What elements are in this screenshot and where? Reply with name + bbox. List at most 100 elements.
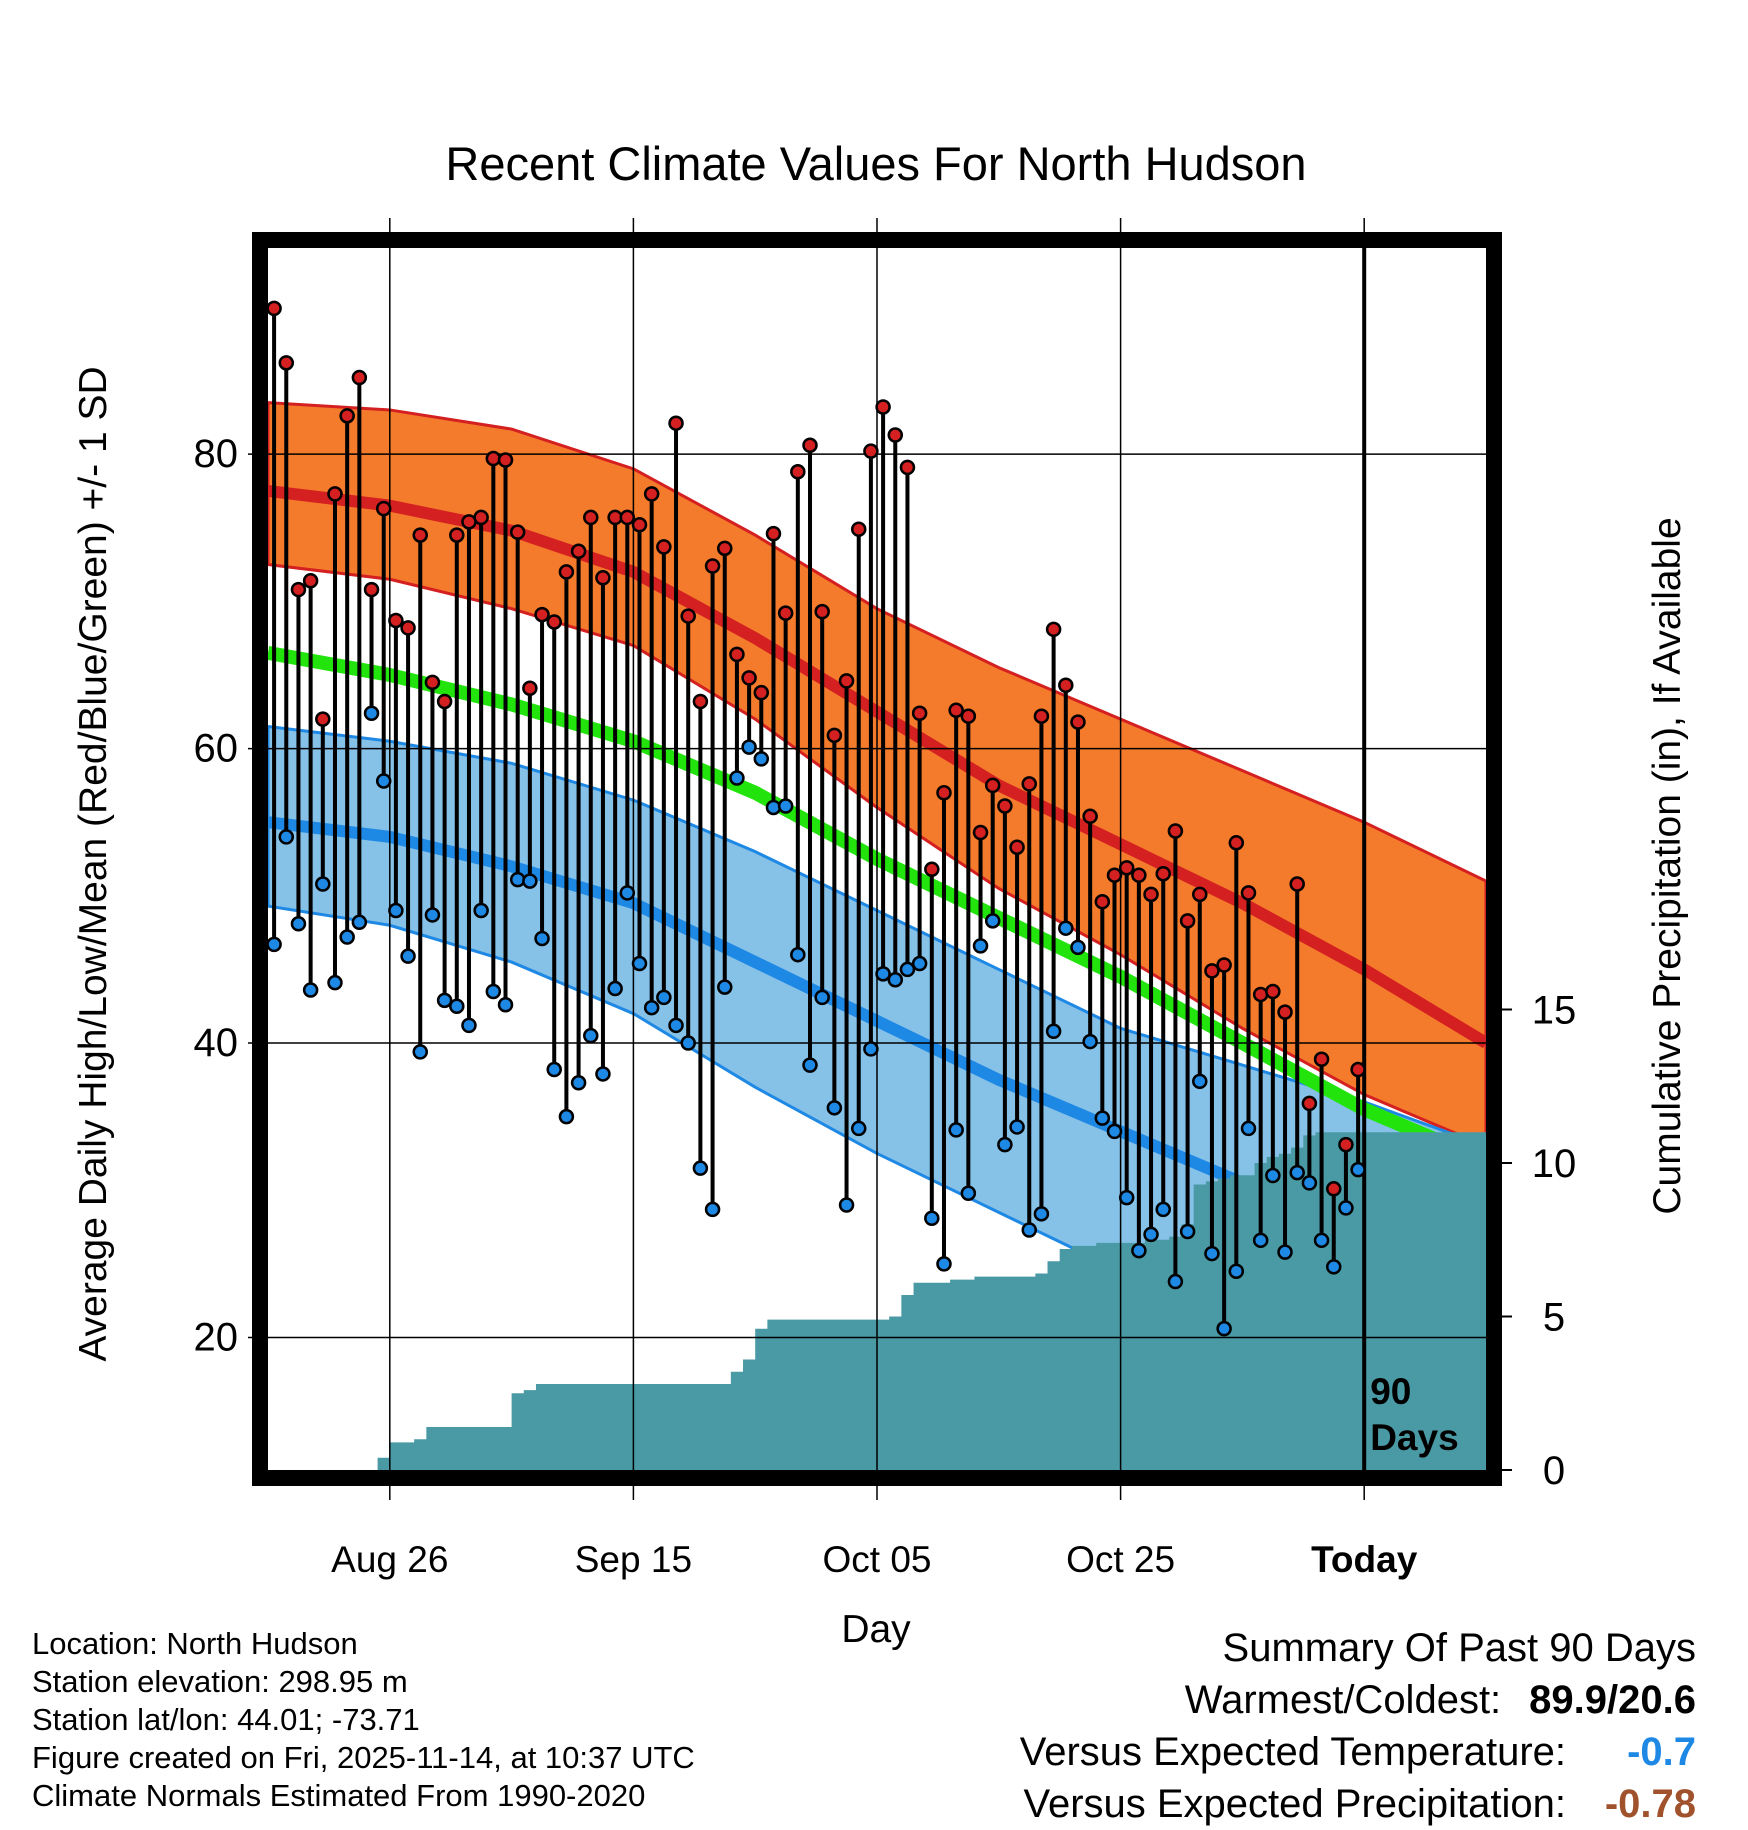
daily-high-point (339, 408, 355, 424)
daily-high-point (875, 399, 891, 415)
warm-cold-value: 89.9/20.6 (1529, 1678, 1696, 1722)
y-tick-label: 40 (194, 1021, 239, 1065)
daily-high-point (485, 450, 502, 467)
daily-high-point (1326, 1181, 1342, 1197)
daily-low-point (960, 1185, 977, 1201)
daily-low-point (1021, 1222, 1037, 1238)
daily-low-point (1167, 1273, 1184, 1290)
daily-high-point (936, 784, 952, 801)
daily-high-point (570, 543, 587, 560)
daily-high-point (1021, 776, 1037, 792)
daily-high-point (680, 608, 696, 624)
daily-low-point (911, 955, 928, 972)
daily-high-point (1045, 621, 1062, 638)
daily-low-point (692, 1160, 709, 1176)
daily-low-point (1338, 1200, 1354, 1216)
daily-low-point (1106, 1123, 1123, 1140)
daily-high-point (412, 527, 428, 543)
daily-high-point (424, 674, 441, 691)
daily-high-point (741, 670, 757, 686)
daily-high-point (558, 564, 575, 580)
daily-high-point (1265, 983, 1281, 1000)
daily-high-point (1216, 957, 1232, 973)
daily-low-point (1289, 1164, 1305, 1181)
daily-high-point (290, 581, 307, 598)
daily-low-point (753, 751, 770, 767)
daily-low-point (290, 916, 307, 932)
daily-low-point (473, 902, 489, 919)
daily-high-point (1277, 1004, 1293, 1020)
daily-high-point (924, 861, 940, 878)
daily-high-point (266, 300, 282, 317)
daily-high-point (814, 603, 830, 620)
x-tick-label: Aug 26 (331, 1539, 448, 1580)
daily-high-point (656, 539, 672, 555)
daily-high-point (729, 646, 745, 663)
temp-label: Versus Expected Temperature: (1019, 1730, 1566, 1774)
daily-high-point (1082, 808, 1098, 825)
daily-low-point (668, 1017, 684, 1034)
y2-tick-label: 15 (1532, 989, 1577, 1033)
daily-low-point (790, 946, 806, 963)
daily-low-point (1216, 1320, 1232, 1337)
daily-high-point (984, 777, 1001, 794)
daily-high-point (1338, 1136, 1354, 1153)
daily-high-point (302, 572, 319, 589)
daily-low-point (424, 907, 441, 923)
daily-low-point (619, 885, 636, 901)
y2-axis-label: Cumulative Precipitation (in), If Availa… (1646, 517, 1689, 1214)
daily-high-point (668, 415, 684, 431)
precip-label: Versus Expected Precipitation: (1023, 1782, 1566, 1826)
y-tick-label: 60 (194, 727, 239, 771)
daily-low-point (717, 979, 733, 995)
daily-high-point (509, 524, 526, 540)
daily-low-point (1240, 1120, 1257, 1137)
info-created: Figure created on Fri, 2025-11-14, at 10… (32, 1740, 695, 1775)
daily-low-point (1265, 1167, 1281, 1184)
daily-low-point (339, 929, 355, 945)
daily-low-point (936, 1256, 952, 1272)
daily-high-point (619, 509, 636, 526)
daily-low-point (449, 998, 465, 1014)
daily-low-point (1155, 1201, 1171, 1218)
daily-high-point (899, 459, 916, 476)
daily-low-point (351, 914, 368, 931)
daily-low-point (826, 1100, 843, 1116)
daily-high-point (826, 727, 843, 744)
daily-low-point (948, 1122, 964, 1138)
daily-high-point (363, 581, 380, 598)
daily-low-point (400, 948, 416, 964)
daily-low-point (436, 992, 453, 1009)
daily-low-point (327, 974, 343, 991)
daily-high-point (1350, 1061, 1366, 1078)
daily-high-point (534, 606, 550, 623)
daily-low-point (1058, 920, 1074, 936)
daily-high-point (692, 693, 709, 710)
daily-low-point (266, 936, 282, 953)
daily-high-point (948, 702, 964, 719)
daily-low-point (1033, 1206, 1050, 1222)
daily-high-point (960, 708, 977, 724)
daily-low-point (1326, 1259, 1342, 1275)
daily-low-point (838, 1197, 855, 1213)
daily-high-point (1289, 876, 1305, 892)
station-info: Location: North Hudson Station elevation… (32, 1625, 695, 1815)
daily-high-point (1179, 913, 1196, 929)
daily-high-point (911, 705, 928, 721)
daily-high-point (449, 527, 465, 543)
y-axis-label: Average Daily High/Low/Mean (Red/Blue/Gr… (72, 366, 115, 1361)
daily-low-point (814, 989, 830, 1006)
info-location: Location: North Hudson (32, 1626, 358, 1661)
daily-high-point (790, 464, 806, 480)
daily-high-point (997, 798, 1013, 814)
daily-low-point (1228, 1263, 1245, 1279)
daily-high-point (1228, 835, 1245, 851)
daily-high-point (1301, 1095, 1318, 1112)
daily-high-point (1009, 839, 1025, 855)
daily-low-point (412, 1044, 428, 1060)
daily-low-point (1045, 1023, 1062, 1040)
x-tick-label: Oct 25 (1066, 1539, 1175, 1580)
daily-low-point (558, 1108, 575, 1125)
daily-high-point (1155, 865, 1171, 882)
